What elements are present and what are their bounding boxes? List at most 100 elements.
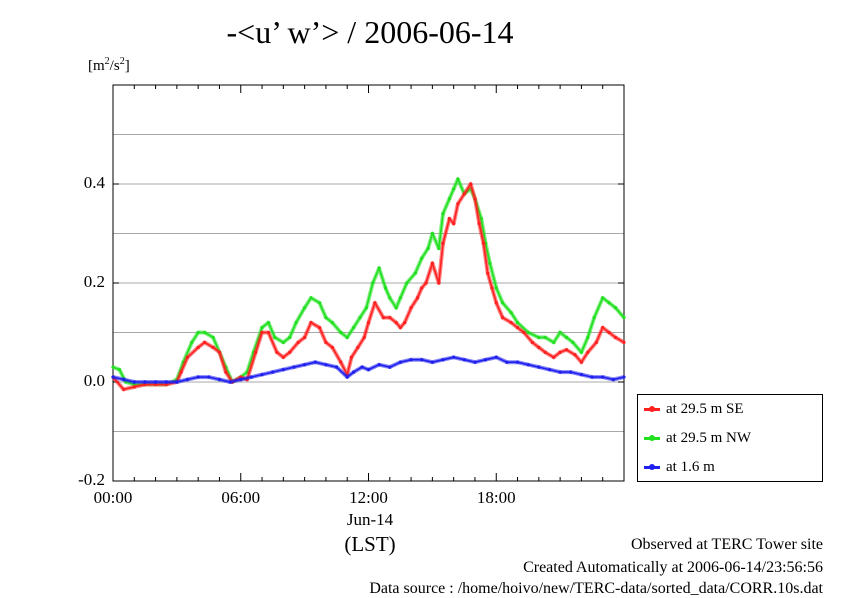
data-point xyxy=(111,375,115,379)
data-point xyxy=(228,380,232,384)
data-point xyxy=(362,335,366,340)
data-point xyxy=(494,355,498,359)
series-line-halo xyxy=(111,182,626,392)
data-point xyxy=(207,375,211,379)
x-axis-date-label: Jun-14 xyxy=(346,510,394,529)
data-point xyxy=(292,365,296,369)
data-point xyxy=(452,355,456,359)
data-point xyxy=(547,368,552,372)
data-point xyxy=(430,231,434,236)
data-point xyxy=(558,330,562,335)
data-point xyxy=(494,301,498,305)
data-point xyxy=(515,321,520,325)
data-point xyxy=(564,335,569,340)
data-point xyxy=(175,380,179,384)
y-tick-label: -0.2 xyxy=(78,470,105,489)
data-point xyxy=(613,306,618,310)
data-point xyxy=(479,217,483,221)
data-point xyxy=(345,335,349,340)
data-point xyxy=(441,358,445,362)
legend-item-se: at 29.5 m SE xyxy=(644,401,744,418)
data-point xyxy=(622,375,626,379)
data-point xyxy=(383,286,388,290)
data-point xyxy=(424,281,428,285)
data-point xyxy=(324,363,328,367)
data-point xyxy=(388,365,392,369)
footer-source: Data source : /home/hoivo/new/TERC-data/… xyxy=(369,580,823,597)
data-point xyxy=(364,306,368,310)
data-point xyxy=(409,358,413,362)
chart-title: -<u’ w’> / 2006-06-14 xyxy=(226,14,514,50)
data-point xyxy=(313,360,317,364)
legend-label-se: at 29.5 m SE xyxy=(666,401,744,417)
x-tick-label: 00:00 xyxy=(93,488,133,507)
data-point xyxy=(601,325,605,330)
data-point xyxy=(260,325,264,330)
data-point xyxy=(153,380,158,384)
legend-label-low: at 1.6 m xyxy=(666,459,715,475)
data-point xyxy=(358,316,362,320)
legend: at 29.5 m SE at 29.5 m NW at 1.6 m xyxy=(637,394,823,482)
data-point xyxy=(558,350,562,354)
data-point xyxy=(239,377,243,382)
data-point xyxy=(398,296,403,300)
data-point xyxy=(552,340,556,344)
data-point xyxy=(373,301,377,305)
data-point xyxy=(579,350,584,354)
data-point xyxy=(211,335,215,340)
data-point xyxy=(607,301,611,305)
data-point xyxy=(437,281,441,285)
data-point xyxy=(484,358,488,362)
data-point xyxy=(501,316,505,320)
y-axis-unit: [m2/s2] xyxy=(88,56,130,74)
data-point xyxy=(202,340,207,344)
data-point xyxy=(456,202,460,206)
data-point xyxy=(317,301,322,305)
data-point xyxy=(601,375,605,379)
data-point xyxy=(398,360,403,364)
data-point xyxy=(447,217,452,221)
series-line xyxy=(112,356,625,383)
data-point xyxy=(409,306,413,310)
data-point xyxy=(266,321,271,325)
data-point xyxy=(571,340,575,344)
data-point xyxy=(452,222,456,226)
data-point xyxy=(211,345,215,349)
footer-site: Observed at TERC Tower site xyxy=(630,536,823,553)
data-point xyxy=(281,368,285,372)
data-point xyxy=(441,212,445,216)
data-point xyxy=(607,330,611,335)
data-point xyxy=(388,296,392,300)
footer-created: Created Automatically at 2006-06-14/23:5… xyxy=(523,559,823,576)
data-point xyxy=(309,321,313,325)
legend-swatch-nw xyxy=(644,435,660,441)
data-point xyxy=(441,241,445,245)
data-point xyxy=(371,281,375,285)
data-point xyxy=(122,377,126,382)
data-point xyxy=(196,330,200,335)
data-point xyxy=(377,363,381,367)
data-point xyxy=(117,368,121,372)
y-tick-label: 0.4 xyxy=(83,173,105,192)
data-point xyxy=(339,360,343,364)
data-point xyxy=(394,306,398,310)
data-point xyxy=(505,360,509,364)
data-point xyxy=(509,311,513,315)
legend-swatch-se xyxy=(644,406,660,412)
data-point xyxy=(494,286,498,290)
data-point xyxy=(473,197,477,201)
data-point xyxy=(490,286,494,290)
data-point xyxy=(185,355,190,359)
data-point xyxy=(324,316,328,320)
legend-label-nw: at 29.5 m NW xyxy=(666,430,751,446)
data-point xyxy=(430,261,434,265)
data-point xyxy=(592,316,596,320)
data-point xyxy=(552,355,556,359)
data-point xyxy=(509,321,513,325)
data-point xyxy=(420,286,424,290)
data-point xyxy=(564,348,569,352)
data-point xyxy=(622,316,626,320)
data-point xyxy=(447,197,452,201)
data-point xyxy=(303,306,307,310)
data-point xyxy=(260,330,264,335)
